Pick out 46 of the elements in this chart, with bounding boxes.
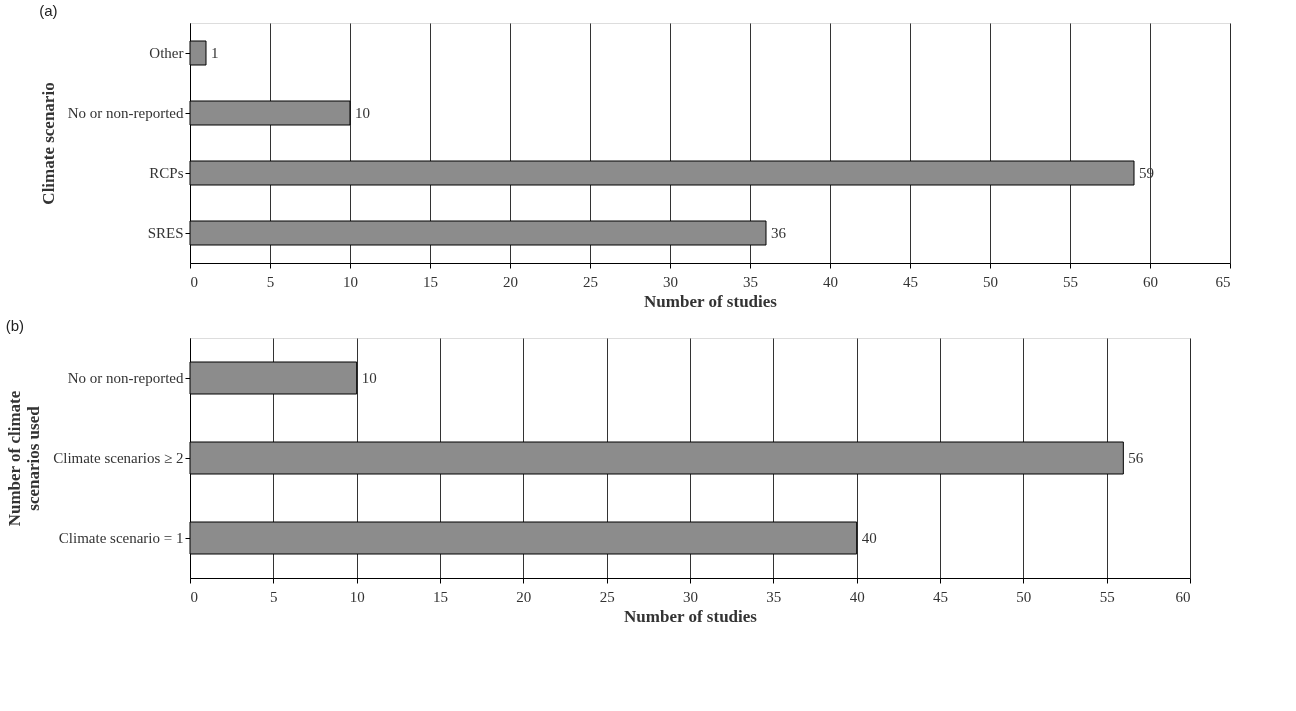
x-axis-title: Number of studies xyxy=(624,606,758,626)
x-tick-label: 50 xyxy=(983,273,998,290)
x-tick-label: 15 xyxy=(423,273,438,290)
y-tick-label: Climate scenario = 1 xyxy=(58,530,184,546)
x-tick-label: 5 xyxy=(270,588,278,605)
data-label: 10 xyxy=(361,370,377,386)
y-tick-label: RCPs xyxy=(149,165,184,181)
x-tick-label: 65 xyxy=(1215,273,1231,290)
text: (a) xyxy=(39,2,58,19)
x-tick-label: 35 xyxy=(766,588,782,605)
x-tick-label: 55 xyxy=(1063,273,1078,290)
x-tick-label: 40 xyxy=(823,273,838,290)
x-tick-label: 35 xyxy=(743,273,758,290)
y-tick-label: SRES xyxy=(147,225,184,241)
x-tick-label: 20 xyxy=(516,588,532,605)
data-label: 40 xyxy=(861,530,877,546)
y-axis-title: Climate scenario xyxy=(38,82,58,205)
x-tick-label: 55 xyxy=(1099,588,1115,605)
y-tick-label: Climate scenarios ≥ 2 xyxy=(53,450,184,466)
x-tick-label: 25 xyxy=(599,588,615,605)
data-label: 36 xyxy=(771,225,787,241)
text: (b) xyxy=(5,317,25,334)
x-tick-label: 30 xyxy=(683,588,698,605)
x-tick-label: 25 xyxy=(583,273,598,290)
data-label: 10 xyxy=(355,105,370,121)
y-tick-label: Other xyxy=(149,45,184,61)
x-tick-label: 40 xyxy=(849,588,865,605)
y-tick-label: No or non-reported xyxy=(67,370,184,386)
x-tick-label: 15 xyxy=(433,588,448,605)
x-tick-label: 50 xyxy=(1016,588,1032,605)
x-tick-label: 5 xyxy=(266,273,275,290)
y-tick-label: No or non-reported xyxy=(67,105,184,121)
data-label: 56 xyxy=(1128,450,1144,466)
x-tick-label: 10 xyxy=(349,588,365,605)
x-tick-label: 0 xyxy=(190,273,198,290)
x-tick-label: 45 xyxy=(933,588,948,605)
x-tick-label: 0 xyxy=(190,588,198,605)
x-tick-label: 60 xyxy=(1175,588,1191,605)
x-tick-label: 45 xyxy=(903,273,918,290)
y-axis-title: Number of climate scenarios used xyxy=(5,390,44,527)
data-label: 1 xyxy=(211,45,219,61)
x-axis-title: Number of studies xyxy=(644,291,778,311)
x-tick-label: 60 xyxy=(1143,273,1158,290)
x-tick-label: 10 xyxy=(343,273,358,290)
x-tick-label: 20 xyxy=(503,273,518,290)
x-tick-label: 30 xyxy=(663,273,678,290)
